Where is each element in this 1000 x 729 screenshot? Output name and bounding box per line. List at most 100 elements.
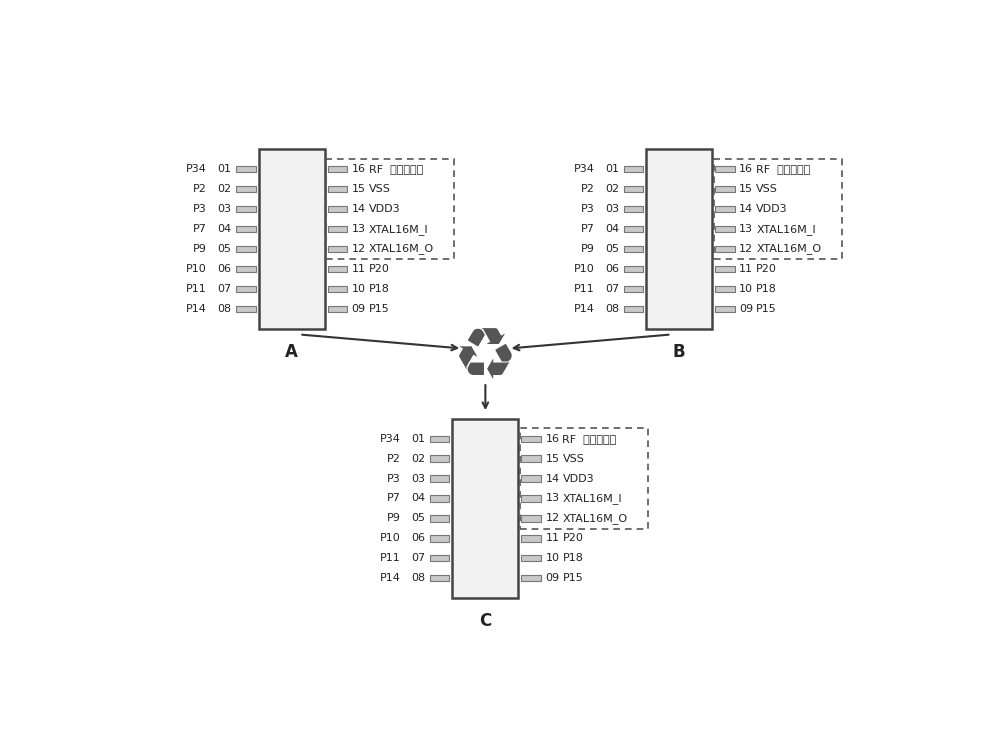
Text: 03: 03 (411, 474, 425, 483)
Bar (624, 226, 643, 232)
Text: P3: P3 (581, 204, 594, 214)
Text: 15: 15 (352, 184, 366, 194)
Text: P10: P10 (186, 264, 207, 274)
Text: RF  固定不可变: RF 固定不可变 (369, 164, 423, 174)
Text: 05: 05 (605, 244, 619, 254)
Text: P11: P11 (574, 284, 594, 294)
Text: P34: P34 (573, 164, 594, 174)
Bar (521, 555, 541, 561)
Text: P34: P34 (380, 434, 401, 444)
Bar (624, 186, 643, 192)
Text: 08: 08 (217, 304, 232, 314)
Text: VDD3: VDD3 (562, 474, 594, 483)
Bar (715, 166, 735, 172)
Text: P11: P11 (380, 553, 401, 564)
Bar (328, 246, 347, 252)
Bar (236, 246, 256, 252)
Text: P20: P20 (756, 264, 777, 274)
Bar (326, 159, 454, 260)
Bar (715, 305, 735, 312)
Bar (715, 226, 735, 232)
Text: 11: 11 (739, 264, 753, 274)
Text: 05: 05 (218, 244, 232, 254)
Bar (236, 186, 256, 192)
Text: P3: P3 (387, 474, 401, 483)
Text: VSS: VSS (369, 184, 391, 194)
Bar (328, 266, 347, 272)
Text: 16: 16 (739, 164, 753, 174)
Text: 10: 10 (352, 284, 366, 294)
Text: P34: P34 (186, 164, 207, 174)
Text: P11: P11 (186, 284, 207, 294)
Text: P2: P2 (193, 184, 207, 194)
Text: 13: 13 (545, 494, 559, 504)
Text: RF  固定不可变: RF 固定不可变 (756, 164, 810, 174)
Bar (328, 206, 347, 212)
Bar (236, 305, 256, 312)
Text: B: B (673, 343, 685, 361)
Bar (236, 286, 256, 292)
Bar (624, 305, 643, 312)
Bar (715, 206, 735, 212)
Text: XTAL16M_O: XTAL16M_O (562, 513, 628, 524)
Text: 15: 15 (739, 184, 753, 194)
Text: P18: P18 (562, 553, 583, 564)
Text: 01: 01 (411, 434, 425, 444)
Text: 06: 06 (218, 264, 232, 274)
Text: 09: 09 (352, 304, 366, 314)
Text: P15: P15 (369, 304, 389, 314)
Bar (430, 555, 449, 561)
Text: 06: 06 (411, 534, 425, 543)
Text: P15: P15 (562, 573, 583, 583)
Text: 15: 15 (545, 453, 559, 464)
Text: 07: 07 (411, 553, 425, 564)
Bar (259, 149, 325, 329)
Text: 14: 14 (352, 204, 366, 214)
Text: VSS: VSS (562, 453, 584, 464)
Bar (624, 206, 643, 212)
Bar (328, 186, 347, 192)
Text: 13: 13 (739, 224, 753, 234)
Bar (521, 435, 541, 442)
Text: 03: 03 (605, 204, 619, 214)
Text: 02: 02 (217, 184, 232, 194)
Bar (236, 266, 256, 272)
Bar (236, 206, 256, 212)
Text: P2: P2 (387, 453, 401, 464)
Bar (236, 166, 256, 172)
Text: 07: 07 (605, 284, 619, 294)
Bar (430, 535, 449, 542)
Bar (328, 305, 347, 312)
Text: 02: 02 (605, 184, 619, 194)
Text: XTAL16M_I: XTAL16M_I (562, 493, 622, 504)
Text: P20: P20 (562, 534, 583, 543)
Text: A: A (285, 343, 298, 361)
Bar (715, 286, 735, 292)
Bar (328, 226, 347, 232)
Text: RF  固定不可变: RF 固定不可变 (562, 434, 617, 444)
Text: C: C (479, 612, 492, 631)
Text: 01: 01 (605, 164, 619, 174)
Text: 16: 16 (545, 434, 559, 444)
Text: 05: 05 (411, 513, 425, 523)
Text: XTAL16M_I: XTAL16M_I (369, 224, 428, 235)
Text: 12: 12 (545, 513, 560, 523)
Bar (236, 226, 256, 232)
Text: P9: P9 (193, 244, 207, 254)
Text: P14: P14 (380, 573, 401, 583)
Text: 12: 12 (739, 244, 753, 254)
Text: 02: 02 (411, 453, 425, 464)
Bar (624, 266, 643, 272)
Text: 13: 13 (352, 224, 366, 234)
Text: P10: P10 (380, 534, 401, 543)
Text: 04: 04 (605, 224, 619, 234)
Bar (521, 515, 541, 521)
Bar (714, 159, 842, 260)
Bar (715, 186, 735, 192)
Text: 10: 10 (739, 284, 753, 294)
Text: 03: 03 (218, 204, 232, 214)
Text: 01: 01 (218, 164, 232, 174)
Text: 14: 14 (739, 204, 753, 214)
Text: P15: P15 (756, 304, 777, 314)
Text: ♻: ♻ (453, 325, 518, 394)
